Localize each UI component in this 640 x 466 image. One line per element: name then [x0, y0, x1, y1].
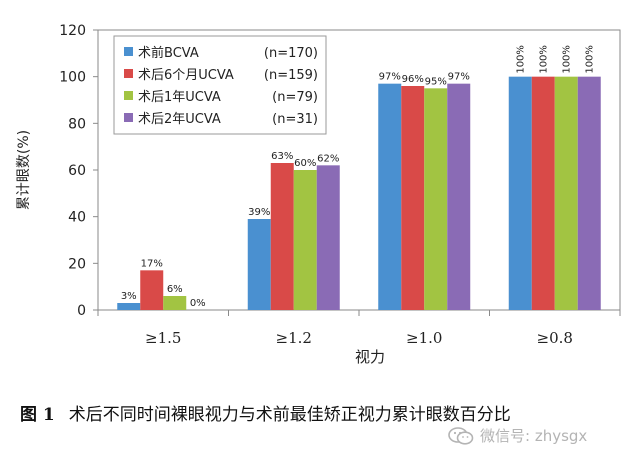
data-label: 96%: [402, 74, 424, 85]
bar: [424, 88, 448, 310]
data-label: 39%: [248, 207, 270, 218]
figure-caption: 图 1 术后不同时间裸眼视力与术前最佳矫正视力累计眼数百分比: [20, 400, 511, 425]
y-tick-label: 20: [68, 256, 86, 272]
y-tick-label: 60: [68, 163, 86, 179]
y-axis-title: 累计眼数(%): [16, 130, 32, 210]
x-tick-label: ≥1.0: [406, 329, 442, 347]
legend-count: (n=170): [264, 46, 318, 61]
legend-swatch: [124, 113, 133, 122]
bar: [401, 86, 425, 310]
bar: [508, 76, 532, 311]
bars: [117, 76, 601, 311]
x-axis-title: 视力: [355, 348, 385, 366]
data-label: 3%: [121, 291, 137, 302]
y-axis: 0 20 40 60 80 100 120: [59, 23, 98, 319]
bar: [140, 270, 164, 310]
watermark: 微信号: zhysgx: [448, 425, 587, 446]
data-label: 100%: [515, 45, 526, 74]
data-label: 0%: [190, 298, 206, 309]
bar: [554, 76, 578, 311]
bar: [447, 83, 471, 311]
bar: [270, 163, 294, 310]
y-tick-label: 100: [59, 70, 86, 86]
legend-label: 术后6个月UCVA: [138, 68, 234, 83]
bar: [117, 303, 141, 310]
legend-count: (n=31): [272, 112, 318, 127]
y-tick-label: 40: [68, 210, 86, 226]
x-tick-label: ≥0.8: [537, 329, 573, 347]
legend-count: (n=79): [272, 90, 318, 105]
data-label: 60%: [294, 158, 316, 169]
legend-swatch: [124, 91, 133, 100]
figure-number: 图 1: [20, 405, 55, 425]
data-label: 100%: [584, 45, 595, 74]
legend-swatch: [124, 47, 133, 56]
y-tick-label: 0: [77, 303, 86, 319]
data-label: 6%: [167, 284, 183, 295]
data-label: 17%: [141, 258, 163, 269]
bar: [378, 83, 402, 311]
bar: [316, 165, 340, 310]
y-tick-label: 80: [68, 116, 86, 132]
legend: 术前BCVA (n=170) 术后6个月UCVA (n=159) 术后1年UCVA (n=…: [113, 35, 327, 135]
legend-swatch: [124, 69, 133, 78]
legend-box: [113, 35, 327, 135]
y-tick-label: 120: [59, 23, 86, 39]
caption-text: 术后不同时间裸眼视力与术前最佳矫正视力累计眼数百分比: [68, 405, 511, 425]
legend-count: (n=159): [264, 68, 318, 83]
legend-label: 术前BCVA: [138, 45, 199, 61]
watermark-text: 微信号: zhysgx: [480, 427, 588, 445]
bar: [293, 170, 317, 310]
bar: [163, 296, 187, 310]
data-label: 97%: [448, 72, 470, 83]
data-label: 97%: [379, 72, 401, 83]
data-label: 100%: [538, 45, 549, 74]
x-axis: ≥1.5 ≥1.2 ≥1.0 ≥0.8: [97, 310, 621, 347]
data-label: 63%: [271, 151, 293, 162]
legend-label: 术后1年UCVA: [138, 90, 221, 105]
data-label: 95%: [425, 76, 447, 87]
data-label: 100%: [561, 45, 572, 74]
data-label: 62%: [317, 153, 339, 164]
bar: [577, 76, 601, 311]
data-labels: 3%17%6%0%39%63%60% 62%97% 96% 95% 97%100% 100…: [121, 45, 595, 309]
bar: [247, 219, 271, 310]
wechat-icon: [448, 426, 474, 445]
x-tick-label: ≥1.5: [145, 329, 181, 347]
legend-label: 术后2年UCVA: [138, 112, 221, 127]
bar: [531, 76, 555, 311]
x-tick-label: ≥1.2: [276, 329, 312, 347]
